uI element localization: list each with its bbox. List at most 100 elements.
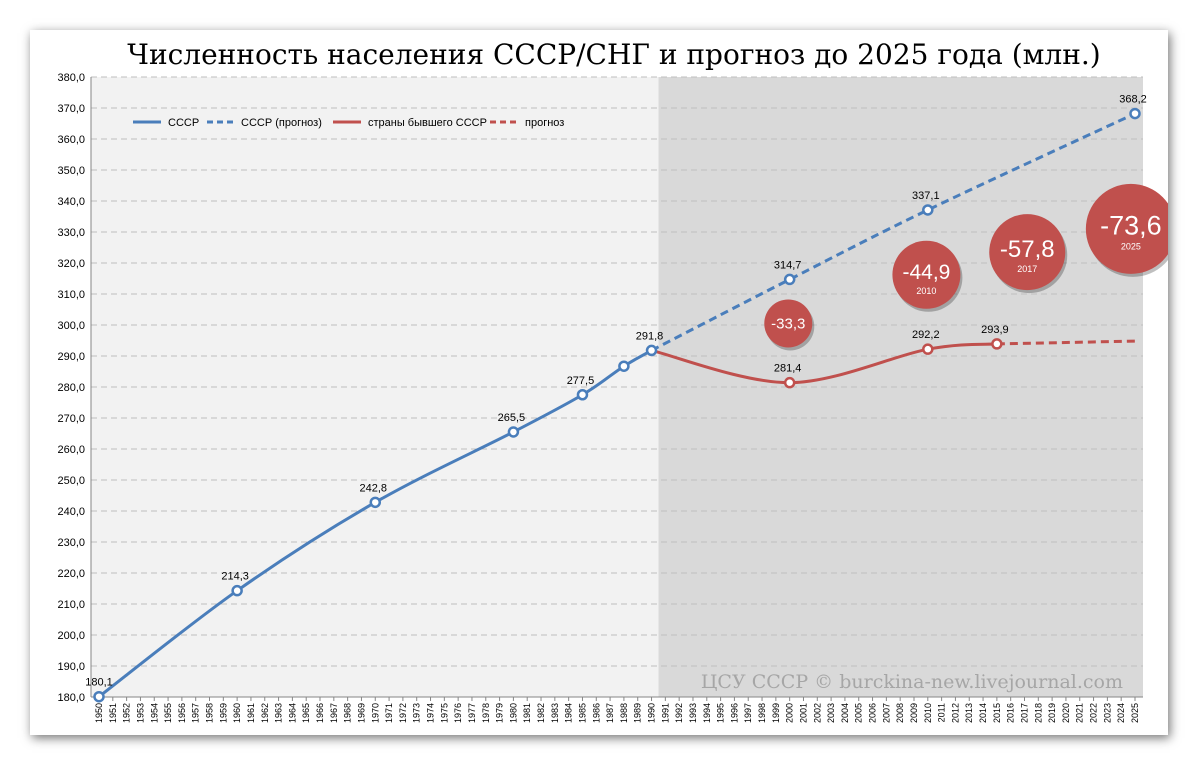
loss-badge: -44,9 2010 <box>892 240 963 312</box>
badge-value: -57,8 <box>1000 236 1055 263</box>
badge-value: -33,3 <box>771 316 805 333</box>
badge-year: 2010 <box>916 286 936 296</box>
x-tick-label: 1984 <box>564 703 574 723</box>
y-tick-label: 300,0 <box>57 320 85 332</box>
x-tick-label: 2017 <box>1019 703 1029 723</box>
legend-label: прогноз <box>525 117 564 129</box>
badge-year: 2017 <box>1017 264 1037 274</box>
x-tick-label: 1954 <box>149 703 159 723</box>
x-tick-label: 1979 <box>495 703 505 723</box>
data-point <box>1129 107 1141 120</box>
x-tick-label: 1953 <box>135 703 145 723</box>
x-tick-label: 1998 <box>757 703 767 723</box>
badge-value: -73,6 <box>1100 210 1162 240</box>
y-tick-label: 270,0 <box>57 413 85 425</box>
data-label: 214,3 <box>221 571 249 583</box>
data-point <box>922 343 934 355</box>
x-tick-label: 1992 <box>674 703 684 723</box>
x-tick-label: 2003 <box>826 703 836 723</box>
x-tick-label: 1983 <box>550 703 560 723</box>
x-tick-label: 1971 <box>384 703 394 723</box>
x-tick-label: 2007 <box>881 703 891 723</box>
x-tick-label: 2006 <box>868 703 878 723</box>
y-tick-label: 260,0 <box>57 444 85 456</box>
x-tick-label: 2018 <box>1033 703 1043 723</box>
x-tick-label: 1980 <box>508 703 518 723</box>
x-tick-label: 1997 <box>743 703 753 723</box>
x-tick-label: 2016 <box>1006 703 1016 723</box>
y-tick-label: 250,0 <box>57 475 85 487</box>
data-point <box>507 426 520 438</box>
x-tick-label: 2023 <box>1102 703 1112 723</box>
x-tick-label: 1988 <box>619 703 629 723</box>
population-chart: 180,0 190,0 200,0 210,0 220,0 230,0 240,0 250,0… <box>57 38 1168 723</box>
x-tick-label: 2014 <box>978 703 988 723</box>
watermark: ЦСУ СССР © burckina-new.livejournal.com <box>701 671 1123 693</box>
x-tick-label: 1974 <box>426 703 436 723</box>
x-tick-label: 1956 <box>177 703 187 723</box>
y-tick-label: 220,0 <box>57 568 85 580</box>
badge-circle <box>989 214 1066 291</box>
x-tick-label: 2025 <box>1130 703 1140 723</box>
x-tick-label: 2020 <box>1061 703 1071 723</box>
y-tick-label: 280,0 <box>57 382 85 394</box>
y-tick-label: 380,0 <box>57 72 85 84</box>
x-tick-label: 1994 <box>702 703 712 723</box>
x-tick-label: 2000 <box>785 703 795 723</box>
y-tick-label: 190,0 <box>57 661 85 673</box>
x-tick-label: 2011 <box>937 703 947 722</box>
x-tick-label: 1961 <box>246 703 256 723</box>
data-point <box>618 360 630 372</box>
x-tick-label: 1963 <box>274 703 284 723</box>
data-label: 180,1 <box>85 677 113 689</box>
y-tick-label: 310,0 <box>57 289 85 301</box>
data-point <box>369 496 382 509</box>
x-tick-label: 1987 <box>605 703 615 723</box>
data-point <box>783 273 796 286</box>
x-tick-label: 1959 <box>218 703 228 723</box>
y-tick-label: 340,0 <box>57 196 85 208</box>
x-tick-label: 1973 <box>412 703 422 723</box>
legend-label: СССР <box>168 117 199 129</box>
x-tick-label: 1970 <box>370 703 380 723</box>
x-tick-label: 1991 <box>660 703 670 723</box>
badge-value: -44,9 <box>902 261 950 284</box>
x-tick-label: 1966 <box>315 703 325 723</box>
x-tick-label: 1975 <box>439 703 449 723</box>
x-tick-label: 1958 <box>205 703 215 723</box>
chart-frame: 180,0 190,0 200,0 210,0 220,0 230,0 240,0 250,0… <box>30 30 1168 735</box>
x-tick-label: 1990 <box>647 703 657 723</box>
data-label: 368,2 <box>1119 94 1147 106</box>
x-tick-label: 1957 <box>191 703 201 723</box>
chart-title: Численность населения СССР/СНГ и прогноз… <box>127 38 1100 71</box>
x-tick-label: 2019 <box>1047 703 1057 723</box>
x-tick-label: 1999 <box>771 703 781 723</box>
x-tick-label: 2009 <box>909 703 919 723</box>
y-tick-label: 360,0 <box>57 134 85 146</box>
x-tick-label: 1964 <box>287 703 297 723</box>
data-label: 293,9 <box>981 324 1009 336</box>
y-tick-label: 330,0 <box>57 227 85 239</box>
y-tick-label: 320,0 <box>57 258 85 270</box>
data-point <box>645 344 658 357</box>
data-label: 265,5 <box>498 412 526 424</box>
x-tick-label: 1967 <box>329 703 339 723</box>
data-point <box>576 389 589 401</box>
badge-year: 2025 <box>1121 241 1141 251</box>
x-tick-label: 1989 <box>633 703 643 723</box>
x-tick-label: 2021 <box>1075 703 1085 723</box>
x-tick-label: 2012 <box>950 703 960 723</box>
x-tick-label: 1950 <box>94 703 104 723</box>
x-tick-label: 1993 <box>688 703 698 723</box>
x-tick-label: 1982 <box>536 703 546 723</box>
y-tick-label: 210,0 <box>57 599 85 611</box>
x-tick-label: 2004 <box>840 703 850 723</box>
x-tick-label: 1968 <box>343 703 353 723</box>
x-tick-label: 1978 <box>481 703 491 723</box>
data-label: 277,5 <box>567 375 595 387</box>
data-point <box>231 584 243 597</box>
x-tick-label: 2001 <box>798 703 808 723</box>
y-tick-label: 370,0 <box>57 103 85 115</box>
